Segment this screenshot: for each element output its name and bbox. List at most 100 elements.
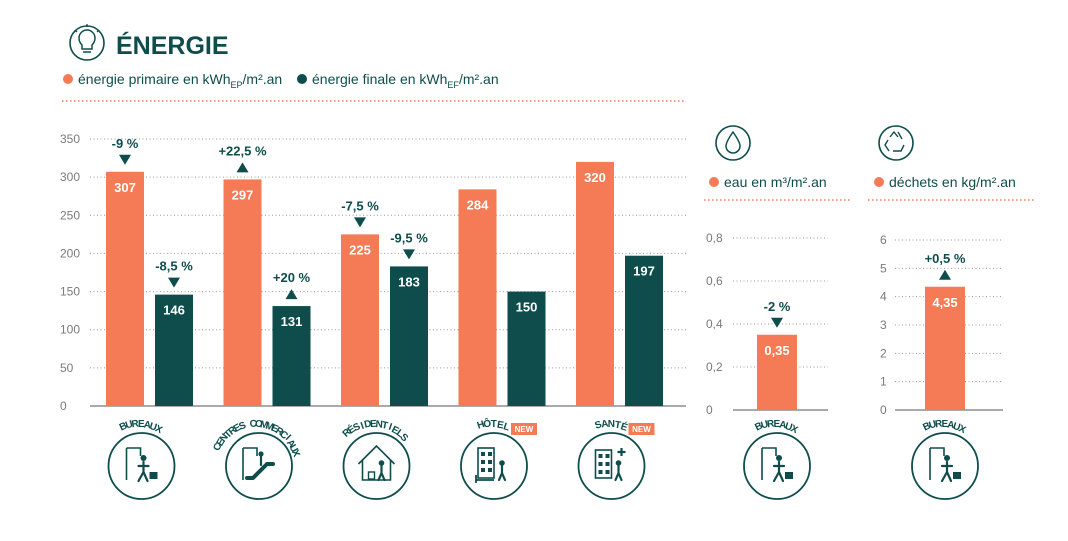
window [598,454,603,458]
energy-tick-label: 0 [60,399,67,413]
category-label: HÔTEL [476,416,512,433]
change-label: -9,5 % [390,230,428,245]
waste-chart: 6 5 4 3 2 1 0 4,35 +0,5 % BUREAUX [880,233,1003,500]
water-title: eau en m³/m².an [724,174,827,190]
bar-primary [458,189,497,406]
person-body [614,464,623,482]
waste-bar [925,286,965,410]
person-head [615,460,622,466]
building-outline [761,447,777,480]
building-outline [242,447,258,480]
escalator-steps [245,462,275,480]
legend-swatch-primary [63,74,73,84]
person-body [497,464,507,482]
person-body [940,460,954,483]
office-worker-icon [743,432,811,500]
change-arrow [119,154,131,165]
building-outline [125,447,142,480]
bar-value-label: 307 [114,180,136,195]
change-arrow [236,162,249,173]
bar-value-label: 146 [163,303,185,318]
window [598,470,603,474]
water-change-arrow [771,317,783,328]
window [605,454,610,458]
waste-change-arrow [939,269,951,280]
legend-primary-text: énergie primaire en kWh [78,71,231,87]
recycle-icon [878,125,914,161]
person-head [258,451,264,457]
icon-ring [743,432,811,500]
energy-tick-label: 100 [60,323,80,337]
water-value-label: 0,35 [764,343,789,358]
medical-cross [617,448,626,456]
office-worker-icon [911,432,979,500]
category-label: BUREAUX [921,418,967,436]
lightbulb-icon [69,24,105,61]
icon-ring [911,432,979,500]
waste-legend-swatch [874,177,884,187]
energy-tick-label: 250 [60,208,80,222]
hotel-bed-icon [460,432,528,500]
new-badge: NEW [515,425,534,434]
category-label: BUREAUX [118,418,164,436]
bar-value-label: 183 [398,274,420,289]
waste-tick-label: 3 [880,318,887,332]
icon-ring [342,432,411,500]
legend-swatch-final [297,74,307,84]
person-body [137,460,150,483]
person-body [772,460,786,483]
bar-final [625,255,663,406]
category-label: RÉSIDENTIELS [341,418,411,444]
new-badge: NEW [632,425,651,434]
bar-value-label: 320 [584,170,606,185]
water-tick-label: 0 [706,403,713,417]
change-arrow [403,249,415,260]
change-label: +22,5 % [218,143,267,158]
waste-value-label: 4,35 [932,295,957,310]
bar-final [390,266,428,406]
waste-tick-label: 4 [880,290,887,304]
waste-tick-label: 0 [880,403,887,417]
bar-primary [223,179,262,406]
person-head [499,460,505,466]
bed [475,475,494,483]
hospital-cross-icon [577,432,646,500]
building-outline [929,447,945,480]
legend-final-sub: EF [447,80,459,90]
page-title: ÉNERGIE [116,31,229,60]
bar-value-label: 197 [633,264,655,279]
water-bar [757,334,797,410]
waste-tick-label: 6 [880,233,887,247]
new-badge-bg [628,423,655,435]
house-person-icon [342,432,411,500]
water-tick-label: 0,8 [706,231,723,245]
person-head [944,455,950,461]
bar-value-label: 150 [516,300,538,315]
water-chart: 0,8 0,6 0,4 0,2 0 0,35 -2 % BUREAUX [706,231,828,500]
bar-final [507,291,546,406]
waste-tick-label: 5 [880,261,887,275]
window [481,460,485,464]
icon-ring [460,432,528,500]
suitcase [367,471,376,480]
window [488,468,492,472]
energy-tick-label: 150 [60,285,80,299]
bar-value-label: 284 [467,197,489,212]
window [488,460,492,464]
office-worker-icon [107,432,176,500]
water-change-label: -2 % [764,299,791,314]
window [605,462,610,466]
legend-primary-sub: EP [231,80,243,90]
bar-primary [106,171,144,406]
legend-final: énergie finale en kWhEF/m².an [312,71,499,90]
bar-final [272,306,311,406]
person-head [378,460,385,466]
person-head [776,455,782,461]
change-arrow [168,277,180,288]
change-label: +20 % [273,270,311,285]
bar-primary [576,161,614,406]
person-body [377,464,386,482]
energy-tick-label: 50 [60,361,74,375]
escalator-icon [225,432,293,500]
